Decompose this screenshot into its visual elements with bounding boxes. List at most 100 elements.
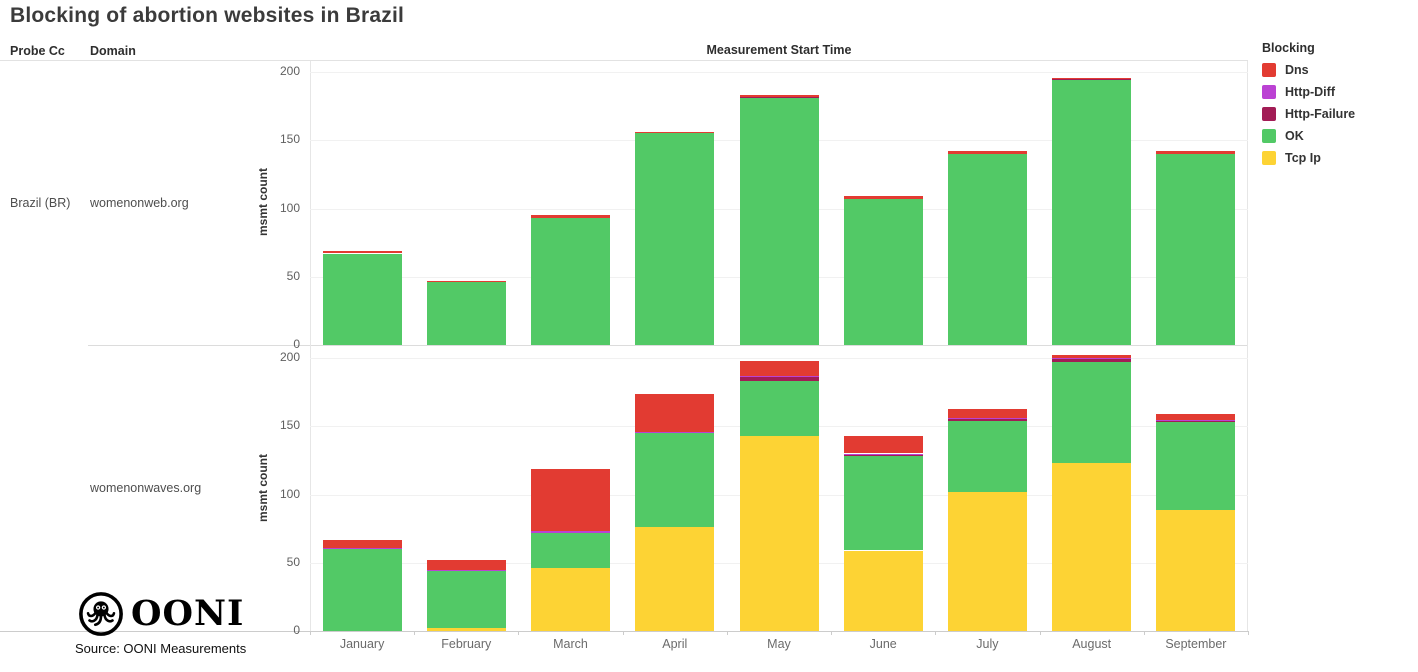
bar-segment-dns[interactable] — [322, 250, 402, 254]
bar-segment-tcp-ip[interactable] — [531, 568, 611, 631]
bar-segment-http-diff[interactable] — [843, 453, 923, 455]
bar-segment-dns[interactable] — [947, 151, 1027, 154]
bar-segment-http-diff[interactable] — [947, 418, 1027, 420]
header-divider — [0, 60, 1248, 61]
bar-segment-tcp-ip[interactable] — [739, 435, 819, 631]
bar-segment-dns[interactable] — [1052, 77, 1132, 79]
x-tick-mark — [831, 631, 833, 635]
bar-segment-dns[interactable] — [739, 95, 819, 97]
bar-segment-dns[interactable] — [531, 215, 611, 218]
x-tick-label: February — [441, 637, 492, 651]
x-axis-title: Measurement Start Time — [706, 43, 852, 57]
legend-label: Http-Diff — [1285, 85, 1335, 99]
legend-label: OK — [1285, 129, 1304, 143]
x-tick-mark — [1039, 631, 1041, 635]
bar-segment-dns[interactable] — [1156, 414, 1236, 420]
facet-label-probe-cc: Brazil (BR) — [10, 196, 71, 210]
bar-segment-ok[interactable] — [531, 218, 611, 345]
bar-segment-dns[interactable] — [843, 196, 923, 199]
bar-segment-http-diff[interactable] — [739, 375, 819, 378]
bar-segment-ok[interactable] — [426, 282, 506, 345]
bar-segment-http-failure[interactable] — [739, 377, 819, 382]
legend-swatch — [1262, 151, 1276, 165]
legend-label: Dns — [1285, 63, 1309, 77]
y-tick-label: 150 — [279, 418, 300, 433]
bar-segment-tcp-ip[interactable] — [843, 550, 923, 631]
legend-label: Http-Failure — [1285, 107, 1356, 121]
legend-title: Blocking — [1262, 41, 1315, 55]
bar-segment-ok[interactable] — [947, 420, 1027, 492]
bar-segment-http-failure[interactable] — [1156, 420, 1236, 423]
bar-segment-tcp-ip[interactable] — [1052, 463, 1132, 631]
bar-segment-ok[interactable] — [426, 570, 506, 629]
bar-segment-tcp-ip[interactable] — [635, 527, 715, 631]
bar-segment-http-diff[interactable] — [1156, 419, 1236, 421]
plot-left-border — [310, 61, 311, 631]
x-tick-mark — [1248, 631, 1249, 635]
bar-segment-dns[interactable] — [322, 539, 402, 548]
bar-segment-http-failure[interactable] — [1052, 78, 1132, 81]
x-tick-label: July — [976, 637, 999, 651]
legend-swatch — [1262, 85, 1276, 99]
legend-item-http-diff: Http-Diff — [1262, 81, 1412, 103]
bar-segment-http-failure[interactable] — [947, 419, 1027, 421]
bar-segment-dns[interactable] — [739, 360, 819, 376]
bar-segment-dns[interactable] — [843, 435, 923, 454]
y-tick-label: 200 — [279, 350, 300, 364]
y-tick-label: 50 — [286, 554, 300, 569]
y-tick-label: 200 — [279, 64, 300, 78]
bar-segment-ok[interactable] — [739, 97, 819, 345]
bar-segment-ok[interactable] — [843, 198, 923, 345]
bar-segment-http-diff[interactable] — [1052, 358, 1132, 360]
bar-segment-dns[interactable] — [426, 280, 506, 283]
source-attribution: Source: OONI Measurements — [75, 641, 247, 656]
y-tick-label: 100 — [279, 486, 300, 501]
bar-segment-dns[interactable] — [635, 393, 715, 432]
bar-segment-tcp-ip[interactable] — [426, 628, 506, 631]
bar-segment-ok[interactable] — [322, 549, 402, 631]
bar-segment-ok[interactable] — [843, 456, 923, 551]
bar-segment-http-failure[interactable] — [739, 96, 819, 98]
bar-segment-dns[interactable] — [635, 132, 715, 134]
bar-segment-ok[interactable] — [739, 381, 819, 436]
bar-segment-dns[interactable] — [1052, 355, 1132, 358]
bar-segment-ok[interactable] — [1156, 422, 1236, 510]
bar-segment-ok[interactable] — [635, 433, 715, 528]
bar-segment-ok[interactable] — [635, 133, 715, 345]
bar-segment-dns[interactable] — [426, 560, 506, 570]
x-tick-mark — [310, 631, 311, 635]
x-axis-line — [0, 631, 1248, 632]
bar-segment-http-diff[interactable] — [635, 431, 715, 434]
legend-item-dns: Dns — [1262, 59, 1412, 81]
bar-segment-ok[interactable] — [1052, 362, 1132, 464]
ooni-logo: OONI — [78, 591, 244, 637]
bar-segment-ok[interactable] — [322, 253, 402, 345]
facet-label-domain-womenonwaves: womenonwaves.org — [90, 481, 202, 495]
legend-swatch — [1262, 129, 1276, 143]
x-tick-mark — [518, 631, 520, 635]
bar-segment-http-diff[interactable] — [322, 547, 402, 550]
column-header-probe-cc: Probe Cc — [10, 44, 65, 58]
legend-swatch — [1262, 63, 1276, 77]
x-tick-mark — [1143, 631, 1145, 635]
bar-segment-http-failure[interactable] — [1052, 359, 1132, 363]
bar-segment-http-diff[interactable] — [426, 569, 506, 571]
legend-item-ok: OK — [1262, 125, 1412, 147]
x-tick-mark — [935, 631, 937, 635]
bar-segment-ok[interactable] — [1156, 153, 1236, 345]
bar-segment-dns[interactable] — [947, 408, 1027, 419]
bar-segment-dns[interactable] — [1156, 151, 1236, 154]
y-tick-label: 50 — [286, 268, 300, 283]
bar-segment-dns[interactable] — [531, 468, 611, 532]
legend: Blocking Dns Http-Diff Http-Failure OK Tcp I… — [1262, 41, 1412, 169]
bar-segment-http-failure[interactable] — [843, 454, 923, 457]
bar-segment-http-diff[interactable] — [531, 531, 611, 533]
bar-segment-ok[interactable] — [1052, 80, 1132, 345]
x-tick-label: January — [339, 637, 385, 651]
ooni-logo-text: OONI — [131, 593, 245, 634]
bar-segment-tcp-ip[interactable] — [1156, 509, 1236, 631]
x-tick-label: May — [767, 637, 791, 651]
bar-segment-tcp-ip[interactable] — [947, 491, 1027, 631]
bar-segment-ok[interactable] — [947, 153, 1027, 345]
bar-segment-ok[interactable] — [531, 532, 611, 569]
